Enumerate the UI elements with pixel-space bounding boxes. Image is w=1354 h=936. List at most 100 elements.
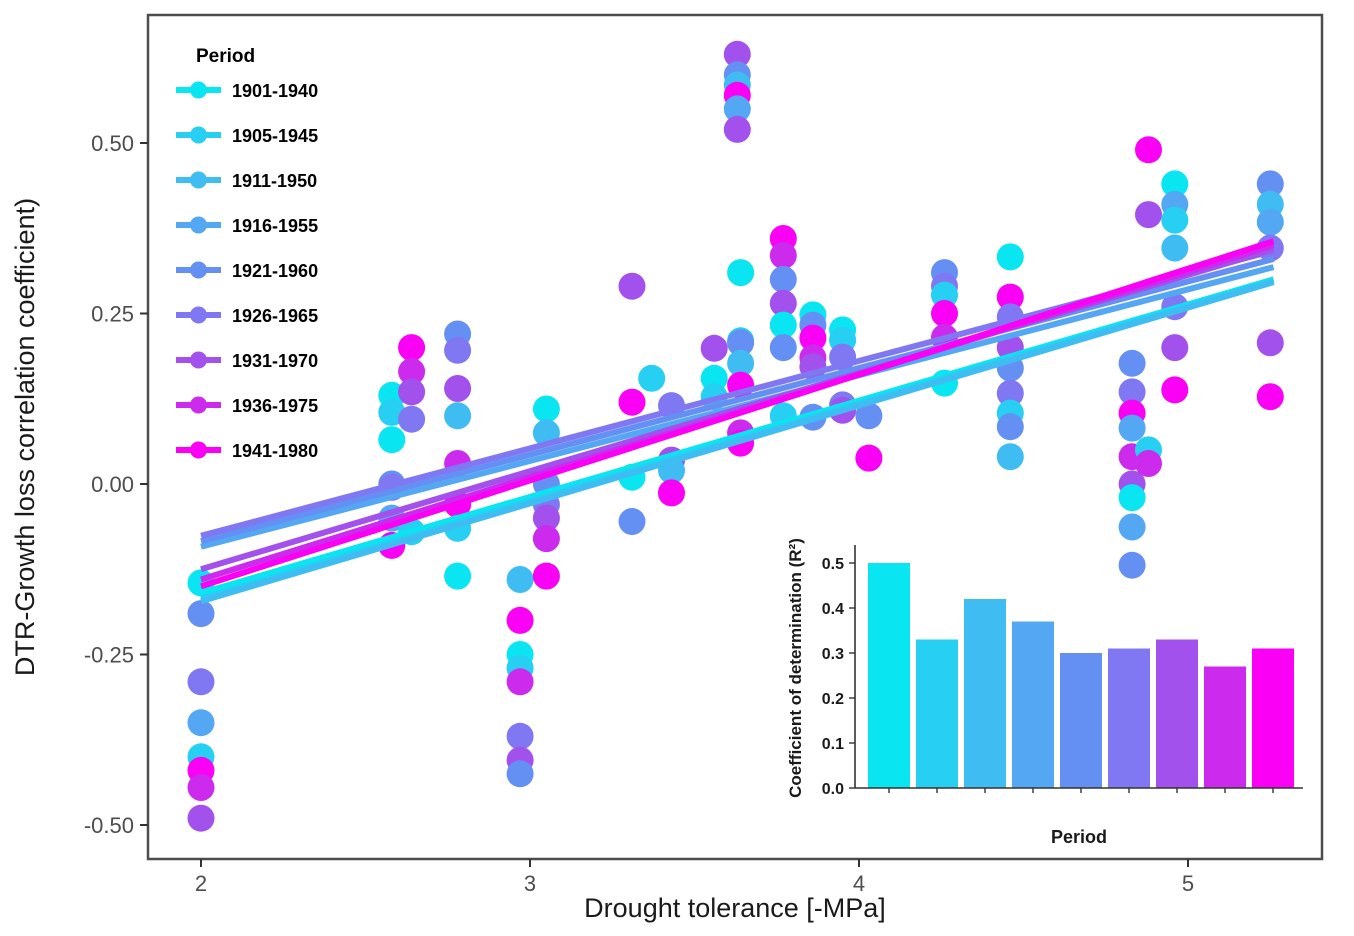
inset-bar bbox=[1156, 639, 1198, 788]
scatter-point bbox=[506, 668, 534, 696]
y-tick-label: 0.25 bbox=[91, 302, 134, 327]
legend-key-dot bbox=[190, 126, 207, 144]
scatter-point bbox=[727, 349, 755, 377]
trend-line bbox=[200, 256, 1275, 545]
legend-item-label: 1911-1950 bbox=[232, 171, 317, 191]
scatter-point bbox=[727, 329, 755, 357]
x-tick-label: 2 bbox=[195, 871, 207, 896]
scatter-point bbox=[1118, 378, 1146, 406]
scatter-point bbox=[769, 334, 797, 362]
y-tick-label: 0.00 bbox=[91, 472, 134, 497]
inset-bar bbox=[964, 599, 1006, 788]
scatter-point bbox=[1161, 234, 1189, 262]
legend-item: 1926-1965 bbox=[176, 306, 318, 326]
axes-layer: 2 3 4 5 0.50 0.25 0.00 -0.25 -0.50 bbox=[84, 131, 1194, 896]
scatter-point bbox=[1256, 383, 1284, 411]
scatter-point bbox=[187, 774, 215, 801]
scatter-point bbox=[532, 395, 560, 423]
scatter-point bbox=[1161, 206, 1189, 234]
legend-key-dot bbox=[190, 171, 207, 189]
scatter-point bbox=[1161, 376, 1189, 404]
inset-bar bbox=[1204, 666, 1246, 788]
y-tick-label: 0.50 bbox=[91, 131, 134, 156]
scatter-point bbox=[187, 600, 215, 628]
scatter-point bbox=[506, 566, 534, 593]
scatter-point bbox=[398, 358, 426, 385]
legend-key-dot bbox=[190, 216, 207, 234]
scatter-point bbox=[398, 378, 426, 406]
scatter-point bbox=[506, 760, 534, 788]
legend: 1901-1940 1905-1945 1911-1950 1916-1955 1921… bbox=[176, 81, 318, 461]
legend-key-dot bbox=[190, 351, 207, 369]
y-tick-label: -0.50 bbox=[84, 813, 134, 838]
legend-item: 1905-1945 bbox=[176, 126, 318, 146]
legend-key-dot bbox=[190, 306, 207, 324]
scatter-point bbox=[1256, 170, 1284, 198]
scatter-point bbox=[618, 388, 646, 416]
inset-y-tick-label: 0.3 bbox=[822, 646, 844, 663]
scatter-point bbox=[855, 444, 883, 472]
scatter-point bbox=[398, 405, 426, 433]
scatter-point bbox=[1161, 334, 1189, 362]
scatter-point bbox=[1118, 484, 1146, 512]
scatter-point bbox=[996, 243, 1024, 271]
legend-item: 1911-1950 bbox=[176, 171, 317, 191]
scatter-point bbox=[1135, 450, 1162, 477]
inset-y-axis-title: Coefficient of determination (R²) bbox=[786, 538, 805, 798]
x-tick-label: 4 bbox=[853, 871, 865, 896]
scatter-point bbox=[618, 508, 646, 535]
scatter-point bbox=[187, 804, 215, 832]
trend-line bbox=[200, 279, 1275, 605]
scatter-point bbox=[769, 311, 797, 339]
legend-key-dot bbox=[190, 396, 207, 414]
scatter-point bbox=[700, 334, 728, 362]
inset-x-axis-title: Period bbox=[1051, 827, 1107, 847]
x-axis-title: Drought tolerance [-MPa] bbox=[584, 893, 886, 923]
legend-item-label: 1926-1965 bbox=[232, 306, 318, 326]
scatter-point bbox=[1118, 551, 1146, 579]
legend-item-label: 1931-1970 bbox=[232, 351, 318, 371]
legend-item-label: 1921-1960 bbox=[232, 261, 318, 281]
inset-y-tick-label: 0.0 bbox=[822, 781, 844, 798]
scatter-point bbox=[727, 259, 755, 287]
legend-item: 1936-1975 bbox=[176, 396, 318, 416]
inset-y-tick-label: 0.4 bbox=[822, 601, 844, 618]
legend-item: 1921-1960 bbox=[176, 261, 318, 281]
inset-bar bbox=[1252, 648, 1294, 788]
scatter-point bbox=[618, 272, 646, 300]
scatter-point bbox=[723, 115, 751, 143]
legend-title: Period bbox=[196, 46, 255, 67]
inset-bar-chart: 0.0 0.1 0.2 0.3 0.4 0.5 bbox=[822, 545, 1303, 798]
scatter-point bbox=[799, 324, 827, 352]
scatter-point bbox=[532, 504, 560, 532]
scatter-point bbox=[532, 525, 560, 553]
inset-y-tick-label: 0.5 bbox=[822, 556, 844, 573]
scatter-point bbox=[723, 40, 751, 68]
scatter-point bbox=[769, 242, 797, 269]
scatter-point bbox=[444, 336, 472, 364]
trend-line bbox=[200, 238, 1275, 590]
scatter-point bbox=[855, 402, 883, 430]
legend-key-dot bbox=[190, 81, 207, 99]
legend-key-dot bbox=[190, 441, 207, 459]
legend-item-label: 1905-1945 bbox=[232, 126, 318, 146]
scatter-point bbox=[1118, 513, 1146, 541]
legend-item-label: 1941-1980 bbox=[232, 441, 318, 461]
legend-item-label: 1936-1975 bbox=[232, 396, 318, 416]
legend-item-label: 1901-1940 bbox=[232, 81, 318, 101]
inset-bar bbox=[916, 639, 958, 788]
scatter-point bbox=[658, 479, 685, 507]
plot-panel-border bbox=[146, 13, 1324, 861]
legend-item: 1901-1940 bbox=[176, 81, 318, 101]
scatter-point bbox=[1118, 349, 1146, 377]
scatter-point bbox=[378, 426, 406, 454]
scatter-point bbox=[996, 443, 1024, 471]
scatter-point bbox=[444, 562, 472, 590]
legend-item: 1931-1970 bbox=[176, 351, 318, 371]
scatter-point bbox=[506, 606, 534, 634]
inset-bar bbox=[868, 563, 910, 788]
y-axis-title: DTR-Growth loss correlation coefficient) bbox=[10, 198, 40, 676]
scatter-point bbox=[1135, 201, 1162, 229]
legend-item-label: 1916-1955 bbox=[232, 216, 318, 236]
